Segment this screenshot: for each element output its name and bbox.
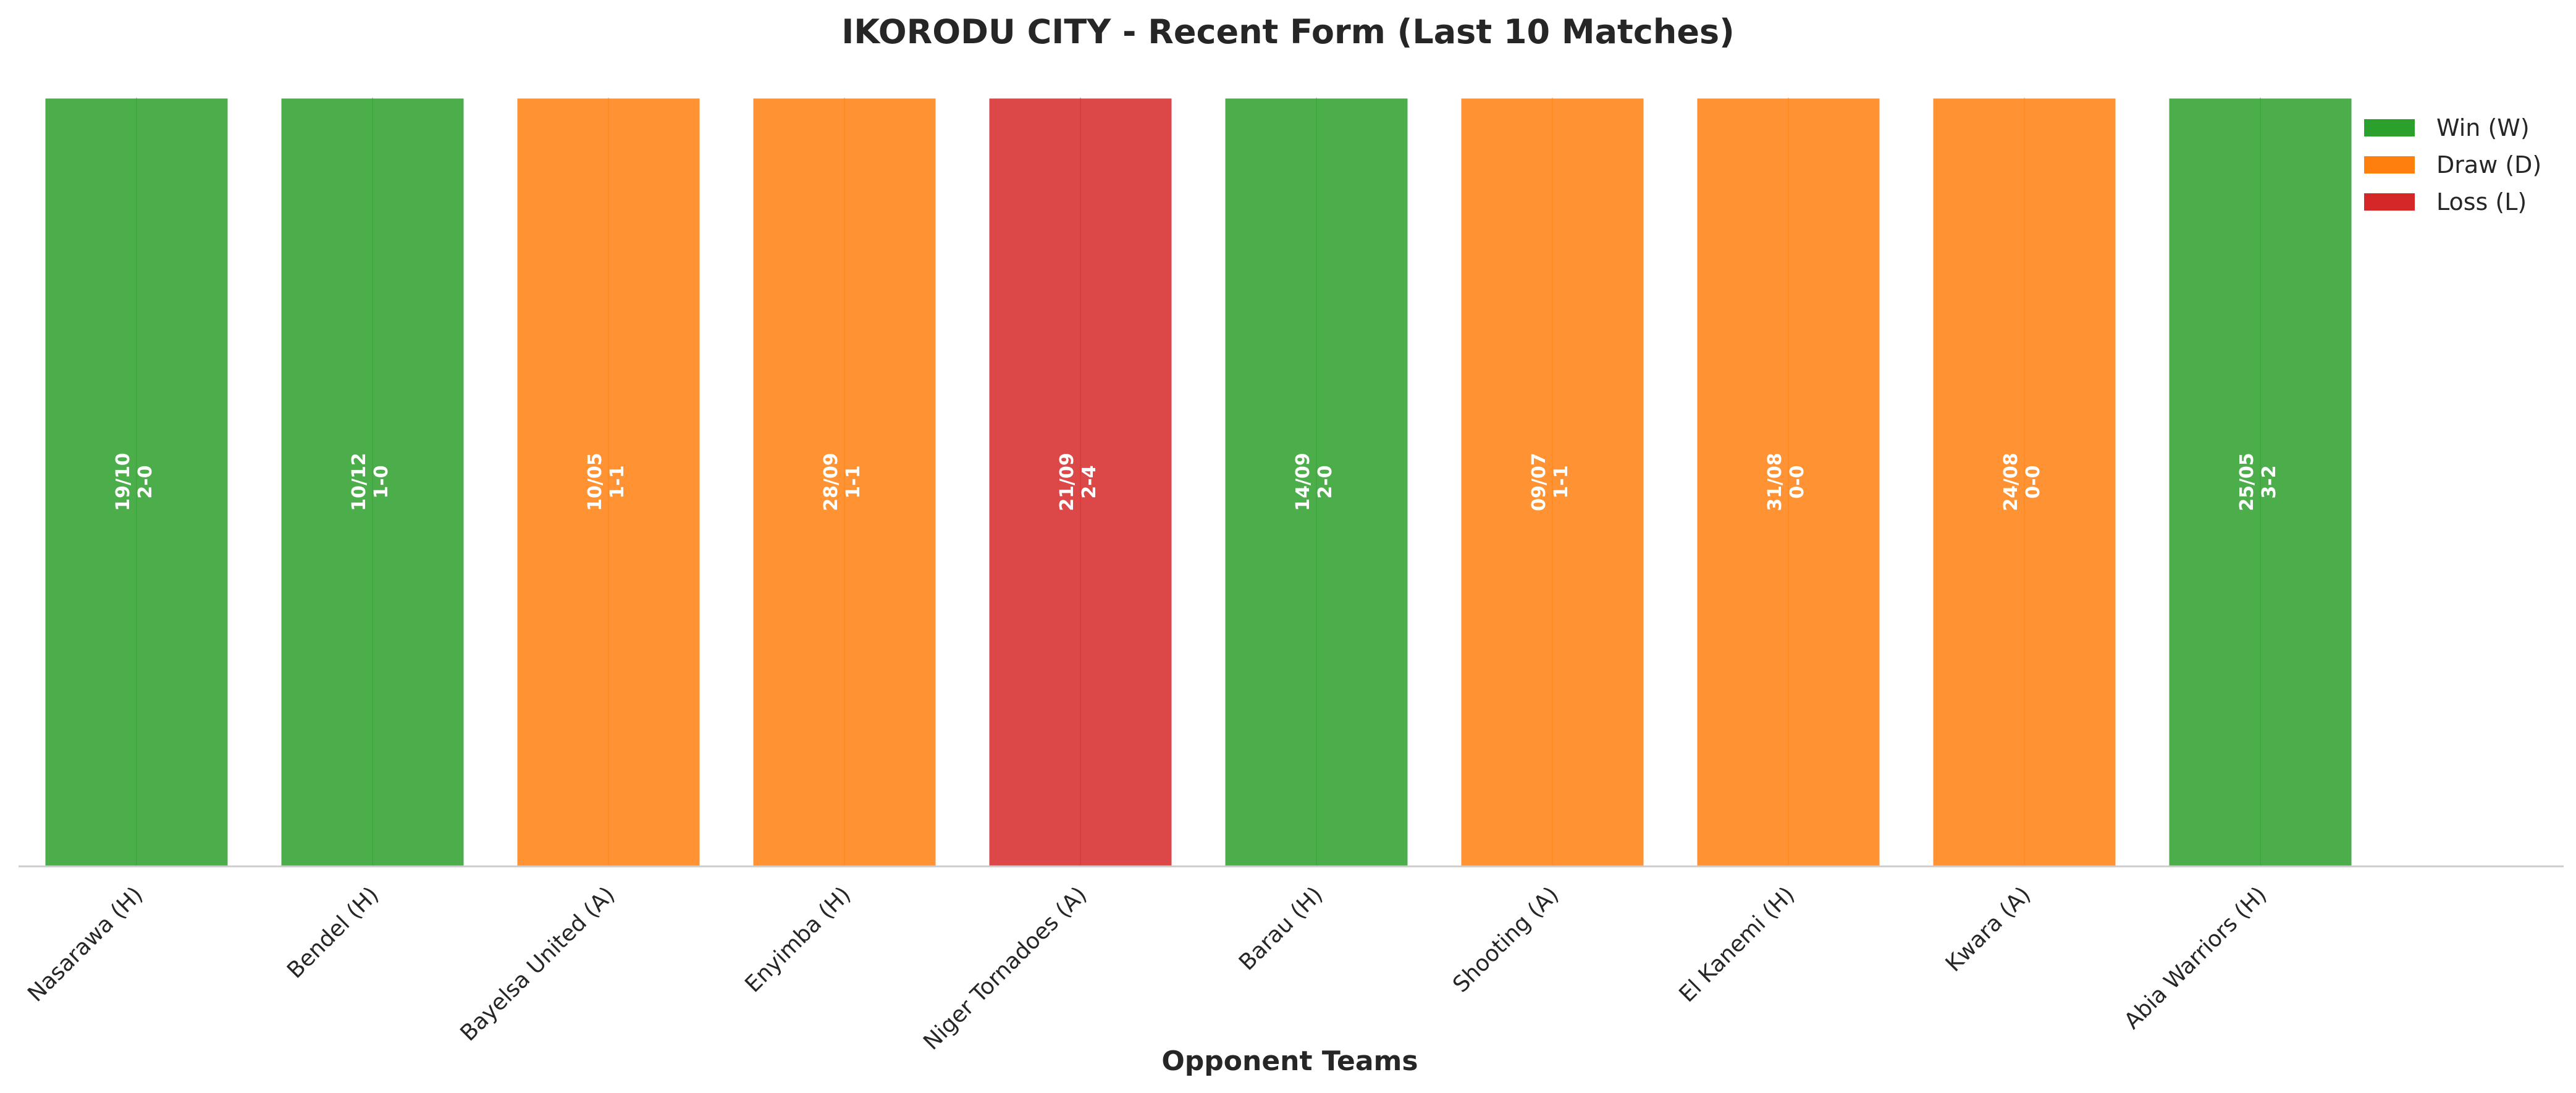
bar-score-label: 1-1 xyxy=(843,465,864,498)
x-tick-label: El Kanemi (H) xyxy=(1675,882,1800,1007)
legend-swatch-d xyxy=(2363,155,2416,175)
bar-l xyxy=(987,96,1174,868)
bar-date-label: 10/05 xyxy=(584,453,606,511)
legend-label-w: Win (W) xyxy=(2436,114,2530,141)
legend-swatch-w xyxy=(2363,118,2416,138)
bar-score-label: 2-4 xyxy=(1079,465,1100,498)
bar-labels-group: 19/10 2-0 10/12 1-0 10/05 1-1 28/09 1-1 21/09 2-4… xyxy=(112,453,2280,511)
bar-w xyxy=(43,96,230,868)
bar-date-label: 19/10 xyxy=(112,453,134,511)
bar-date-label: 10/12 xyxy=(348,453,370,511)
bar-score-label: 0-0 xyxy=(2022,465,2044,498)
bar-date-label: 31/08 xyxy=(1764,453,1786,511)
x-tick-label: Abia Warriors (H) xyxy=(2119,882,2271,1034)
x-tick-label: Enyimba (H) xyxy=(740,882,856,997)
x-tick-label: Barau (H) xyxy=(1234,882,1328,975)
bar-date-label: 24/08 xyxy=(2000,453,2022,511)
bar-date-label: 28/09 xyxy=(820,453,842,511)
legend-label-l: Loss (L) xyxy=(2436,188,2527,216)
bar-score-label: 0-0 xyxy=(1787,465,1808,498)
legend-swatch-l xyxy=(2363,192,2416,212)
bar-score-label: 1-1 xyxy=(607,465,628,498)
bar-date-label: 09/07 xyxy=(1528,453,1550,511)
bar-date-label: 14/09 xyxy=(1292,453,1314,511)
bar-d xyxy=(1695,96,1882,868)
bar-w xyxy=(1223,96,1410,868)
x-tick-label: Bayelsa United (A) xyxy=(456,882,620,1046)
bar-score-label: 3-2 xyxy=(2258,465,2280,498)
chart-title: IKORODU CITY - Recent Form (Last 10 Matc… xyxy=(841,12,1735,51)
x-tick-label: Shooting (A) xyxy=(1448,882,1564,997)
bar-score-label: 1-0 xyxy=(371,465,392,498)
x-tick-labels: Nasarawa (H) Bendel (H) Bayelsa United (A)… xyxy=(23,882,2271,1055)
x-tick-label: Nasarawa (H) xyxy=(23,882,148,1007)
x-tick-label: Bendel (H) xyxy=(282,882,384,983)
legend: Win (W) Draw (D) Loss (L) xyxy=(2363,114,2541,216)
bar-w xyxy=(2167,96,2354,868)
bar-d xyxy=(1459,96,1646,868)
legend-label-d: Draw (D) xyxy=(2436,151,2541,178)
bar-score-label: 2-0 xyxy=(1315,465,1336,498)
bars-group xyxy=(43,96,2354,868)
bar-date-label: 25/05 xyxy=(2236,453,2258,511)
x-tick-label: Kwara (A) xyxy=(1941,882,2036,977)
bar-date-label: 21/09 xyxy=(1056,453,1078,511)
x-axis-title: Opponent Teams xyxy=(1161,1045,1418,1077)
bar-d xyxy=(515,96,702,868)
bar-w xyxy=(279,96,466,868)
x-tick-label: Niger Tornadoes (A) xyxy=(919,882,1092,1055)
bar-score-label: 2-0 xyxy=(135,465,156,498)
bar-d xyxy=(751,96,938,868)
bar-score-label: 1-1 xyxy=(1551,465,1572,498)
